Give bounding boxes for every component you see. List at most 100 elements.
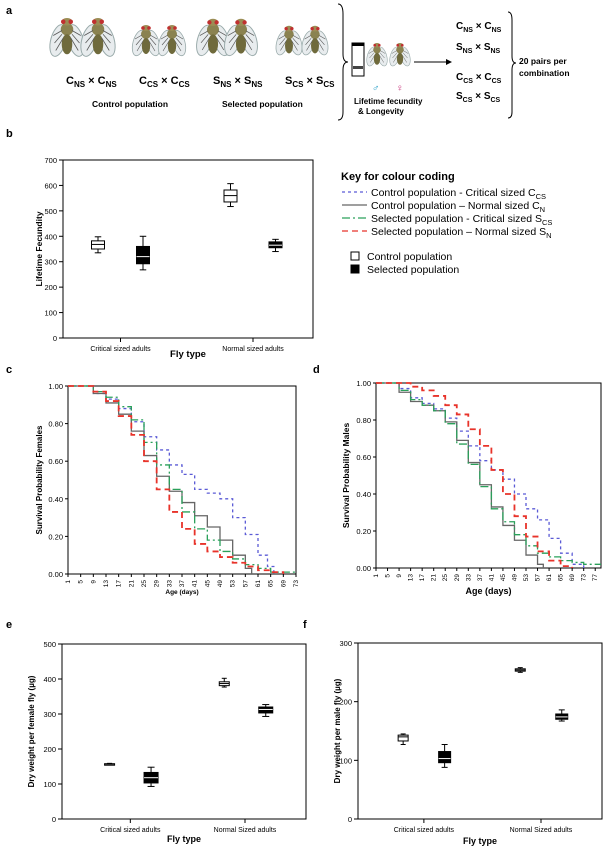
fly-eye-right bbox=[214, 20, 219, 25]
result-cross-1: CNS × CNS bbox=[456, 21, 502, 34]
x-tick-label-c: 73 bbox=[293, 580, 300, 588]
fly-leg-5 bbox=[101, 37, 110, 51]
fly-leg-4 bbox=[162, 40, 170, 52]
legend-item-selected-normal: Selected population – Normal sized SN bbox=[342, 226, 552, 240]
fly-leg-4 bbox=[370, 54, 375, 63]
survival-series-d-3 bbox=[376, 382, 574, 568]
legend-item-control-box: Control population bbox=[350, 251, 452, 263]
svg-text:SCS × SCS: SCS × SCS bbox=[456, 91, 501, 104]
fly-leg-2 bbox=[161, 37, 169, 46]
svg-text:SNS × SNS: SNS × SNS bbox=[213, 75, 263, 89]
x-tick-label-d: 73 bbox=[581, 574, 588, 582]
panel-e-letter: e bbox=[6, 619, 12, 631]
fly-leg-2 bbox=[135, 37, 143, 46]
fly-leg-1 bbox=[245, 30, 255, 36]
x-tick-label-d: 37 bbox=[477, 574, 484, 582]
female-symbol-icon: ♀ bbox=[396, 83, 404, 94]
x-tick-label-c: 17 bbox=[116, 580, 123, 588]
fly-eye-left bbox=[373, 43, 377, 47]
panel-a-letter: a bbox=[6, 5, 13, 17]
x-axis-label-d: Age (days) bbox=[465, 586, 511, 596]
fly-thorax bbox=[373, 46, 381, 54]
y-tick-label-e: 100 bbox=[43, 780, 56, 789]
plot-frame-b bbox=[62, 159, 314, 339]
fly-leg-1 bbox=[217, 30, 227, 36]
fly-leg-0 bbox=[278, 35, 286, 40]
y-tick-label-c: 1.00 bbox=[48, 382, 63, 391]
x-tick-label-c: 61 bbox=[255, 580, 262, 588]
fly-leg-4 bbox=[280, 40, 287, 51]
box-iqr-b bbox=[136, 245, 150, 265]
result-cross-3: CCS × CCS bbox=[456, 72, 502, 85]
x-category-label-b: Critical sized adults bbox=[90, 346, 151, 353]
x-category-label-e: Critical sized adults bbox=[100, 827, 161, 834]
survival-series-c-3 bbox=[68, 385, 285, 574]
male-symbol-icon: ♂ bbox=[372, 83, 380, 94]
x-tick-label-d: 5 bbox=[385, 574, 392, 578]
fly-leg-0 bbox=[368, 50, 375, 54]
y-tick-label-c: 0.40 bbox=[48, 495, 63, 504]
survival-series-d-2 bbox=[376, 382, 601, 565]
y-tick-label-b: 200 bbox=[44, 283, 57, 292]
fly-eye-right bbox=[290, 26, 294, 31]
y-tick-label-c: 0.20 bbox=[48, 532, 63, 541]
y-axis-label-d: Survival Probability Males bbox=[341, 423, 351, 529]
fly-leg-5 bbox=[291, 40, 298, 51]
fly-leg-0 bbox=[53, 30, 63, 36]
x-tick-label-d: 61 bbox=[546, 574, 553, 582]
fly-abdomen bbox=[141, 38, 151, 54]
x-tick-label-d: 9 bbox=[396, 574, 403, 578]
box-iqr-f bbox=[438, 751, 452, 764]
svg-text:Control population - Critical: Control population - Critical sized CCS bbox=[371, 187, 546, 201]
fly-icon-10 bbox=[389, 43, 411, 67]
chart-f-male-dry-weight: 0 100 200 300 Critical sized adults Normal Si… bbox=[333, 639, 603, 846]
pairs-label-1: 20 pairs per bbox=[519, 56, 567, 66]
fly-leg-3 bbox=[402, 52, 408, 59]
fly-eye-right bbox=[147, 26, 151, 30]
result-cross-4: SCS × SCS bbox=[456, 91, 501, 104]
x-tick-label-c: 37 bbox=[179, 580, 186, 588]
y-tick-label-b: 700 bbox=[44, 156, 57, 165]
result-cross-2: SNS × SNS bbox=[456, 42, 501, 55]
fly-leg-2 bbox=[305, 37, 312, 45]
fly-eye-right bbox=[316, 26, 320, 31]
fly-leg-0 bbox=[227, 30, 237, 36]
fly-eye-right bbox=[173, 26, 177, 30]
plot-frame-d bbox=[375, 382, 602, 569]
y-tick-label-b: 0 bbox=[53, 334, 57, 343]
svg-text:Control population – Normal si: Control population – Normal sized CN bbox=[371, 200, 545, 214]
fly-leg-3 bbox=[102, 34, 111, 44]
y-tick-label-e: 500 bbox=[43, 640, 56, 649]
fly-thorax bbox=[310, 29, 320, 40]
x-tick-label-d: 69 bbox=[569, 574, 576, 582]
fly-thorax bbox=[235, 23, 247, 36]
chart-e-female-dry-weight: 0 100 200 300 400 500 Critical sized adults Nor… bbox=[27, 640, 307, 844]
x-tick-label-c: 33 bbox=[166, 580, 173, 588]
y-tick-label-f: 100 bbox=[339, 756, 352, 765]
x-tick-label-d: 17 bbox=[419, 574, 426, 582]
fly-leg-2 bbox=[279, 37, 286, 45]
x-tick-label-d: 53 bbox=[523, 574, 530, 582]
fly-leg-4 bbox=[136, 40, 144, 52]
x-tick-label-c: 21 bbox=[128, 580, 135, 588]
fly-icon-5 bbox=[196, 18, 230, 57]
x-tick-label-d: 21 bbox=[431, 574, 438, 582]
fly-leg-2 bbox=[200, 34, 209, 44]
x-tick-label-d: 77 bbox=[592, 574, 599, 582]
legend-swatch-selected-box bbox=[350, 264, 360, 274]
svg-text:CCS × CCS: CCS × CCS bbox=[456, 72, 502, 85]
fly-leg-5 bbox=[148, 40, 156, 52]
fly-abdomen bbox=[285, 38, 293, 54]
x-tick-label-c: 41 bbox=[192, 580, 199, 588]
fly-leg-1 bbox=[71, 30, 81, 36]
fly-leg-2 bbox=[392, 52, 398, 59]
svg-text:CNS × CNS: CNS × CNS bbox=[456, 21, 502, 34]
svg-text:SCS × SCS: SCS × SCS bbox=[285, 75, 335, 89]
y-tick-label-d: 0.40 bbox=[356, 490, 371, 499]
fly-leg-0 bbox=[134, 34, 143, 40]
assay-label-1: Lifetime fecundity bbox=[354, 97, 423, 106]
fly-leg-1 bbox=[379, 50, 386, 54]
fly-leg-3 bbox=[245, 34, 254, 44]
y-tick-label-e: 400 bbox=[43, 675, 56, 684]
